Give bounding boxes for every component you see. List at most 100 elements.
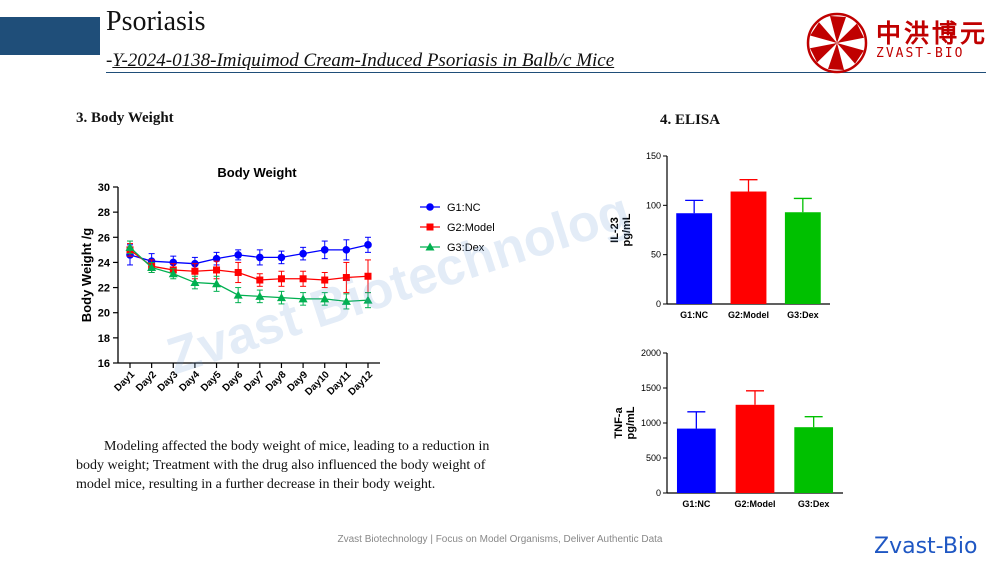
data-point <box>147 262 157 271</box>
data-point <box>191 267 199 275</box>
x-tick-label: G3:Dex <box>787 310 819 320</box>
x-tick-label: G1:NC <box>680 310 709 320</box>
x-tick-label: Day4 <box>177 369 202 394</box>
legend-label: G3:Dex <box>447 242 485 254</box>
subtitle-prefix: - <box>106 50 113 71</box>
data-point <box>233 290 243 299</box>
brand-logo-text: Zvast-Bio <box>874 534 978 559</box>
data-point <box>169 258 178 267</box>
x-tick-label: G2:Model <box>734 499 775 509</box>
data-point <box>212 254 221 263</box>
x-tick-label: G3:Dex <box>798 499 830 509</box>
data-point <box>320 246 329 254</box>
series-g1-nc <box>126 236 372 271</box>
logo-english-text: ZVAST-BIO <box>876 46 965 61</box>
data-point <box>341 296 351 305</box>
data-point <box>277 253 286 262</box>
legend-label: G2:Model <box>447 222 495 234</box>
data-point <box>364 241 372 249</box>
section-heading-elisa: 4. ELISA <box>660 112 721 128</box>
data-point <box>320 294 330 303</box>
y-tick-label: 1500 <box>641 383 661 393</box>
series-line <box>129 244 369 265</box>
data-point <box>363 295 373 304</box>
logo-chinese-text: 中洪博元 <box>876 19 989 48</box>
y-axis-label: Body Weight /g <box>79 228 94 322</box>
y-tick-label: 0 <box>656 299 661 309</box>
data-point <box>342 274 350 282</box>
header-divider <box>106 72 986 73</box>
legend-marker <box>426 203 434 211</box>
x-tick-label: Day2 <box>134 369 159 394</box>
y-axis-label-line1: TNF-a <box>613 407 625 439</box>
y-tick-label: 22 <box>98 283 110 295</box>
data-point <box>298 294 308 303</box>
zvast-logo-icon <box>806 12 868 74</box>
data-point <box>364 272 372 280</box>
y-axis-label-line1: IL-23 <box>609 217 621 243</box>
x-tick-label: Day7 <box>242 369 267 394</box>
footer-text: Zvast Biotechnology | Focus on Model Org… <box>337 534 663 545</box>
bar <box>676 428 716 493</box>
data-point <box>277 275 285 283</box>
data-point <box>299 249 307 258</box>
y-tick-label: 2000 <box>641 348 661 358</box>
y-tick-label: 30 <box>98 182 110 194</box>
data-point <box>125 242 135 251</box>
y-axis-label-line2: pg/mL <box>621 213 633 246</box>
section-heading-body-weight: 3. Body Weight <box>76 110 174 126</box>
data-point <box>213 266 221 274</box>
y-tick-label: 24 <box>98 257 111 269</box>
series-g3-dex <box>125 240 373 310</box>
legend-marker <box>425 242 435 251</box>
page-subtitle: -Y-2024-0138-Imiquimod Cream-Induced Pso… <box>106 50 614 72</box>
x-tick-label: G1:NC <box>682 499 711 509</box>
data-point <box>256 276 264 284</box>
y-tick-label: 100 <box>646 200 661 210</box>
data-point <box>168 269 178 278</box>
y-tick-label: 50 <box>651 250 661 260</box>
data-point <box>276 293 286 302</box>
bar <box>730 191 767 304</box>
data-point <box>234 268 242 276</box>
y-tick-label: 20 <box>98 308 110 320</box>
tnfa-bar-chart: 0 500 1000 1500 2000 G1:NC G2:Model G3:Dex TNF-a… <box>613 348 843 509</box>
data-point <box>321 276 329 284</box>
data-point <box>299 275 307 283</box>
data-point <box>342 246 351 254</box>
x-tick-label: Day3 <box>156 369 181 394</box>
bar <box>784 212 821 304</box>
chart-title: Body Weight <box>217 165 297 180</box>
data-point <box>190 278 200 287</box>
bar <box>794 427 834 493</box>
y-tick-label: 16 <box>98 358 110 370</box>
il23-bar-chart: 0 50 100 150 G1:NC G2:Model G3:Dex IL-23 pg/mL <box>609 151 830 320</box>
y-tick-label: 18 <box>98 333 110 345</box>
y-tick-label: 150 <box>646 151 661 161</box>
y-tick-label: 500 <box>646 453 661 463</box>
y-tick-label: 1000 <box>641 418 661 428</box>
bar <box>676 213 713 304</box>
x-tick-label: Day1 <box>112 369 137 394</box>
body-weight-description: Modeling affected the body weight of mic… <box>76 439 490 492</box>
subtitle-text: Y-2024-0138-Imiquimod Cream-Induced Psor… <box>112 50 615 71</box>
page-title: Psoriasis <box>106 6 206 37</box>
data-point <box>255 291 265 300</box>
x-tick-label: Day12 <box>347 369 376 398</box>
data-point <box>234 251 242 259</box>
y-tick-label: 0 <box>656 488 661 498</box>
data-point <box>212 279 222 288</box>
data-point <box>256 253 264 262</box>
bar <box>735 404 775 493</box>
body-weight-chart: Body Weight1618202224262830Day1Day2Day3D… <box>79 165 495 398</box>
series-g2-model <box>126 243 372 294</box>
x-tick-label: G2:Model <box>728 310 769 320</box>
y-axis-label-line2: pg/mL <box>625 406 637 439</box>
y-tick-label: 26 <box>98 232 110 244</box>
series-line <box>129 246 369 303</box>
legend-marker <box>426 223 434 231</box>
series-line <box>129 249 369 281</box>
x-tick-label: Day5 <box>199 369 224 394</box>
x-tick-label: Day6 <box>221 369 246 394</box>
legend-label: G1:NC <box>447 202 481 214</box>
